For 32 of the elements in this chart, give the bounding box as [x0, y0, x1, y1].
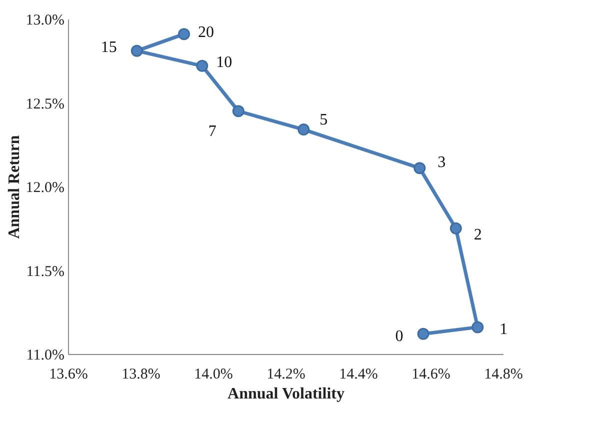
annotation: 7 — [208, 123, 216, 140]
y-tick-label: 11.0% — [26, 348, 64, 364]
y-tick-label: 11.5% — [26, 264, 64, 280]
annotation: 20 — [198, 24, 214, 42]
y-axis-title: Annual Return — [6, 135, 23, 239]
x-axis-title: Annual Volatility — [228, 386, 344, 402]
x-tick-label: 14.6% — [412, 366, 450, 382]
point — [178, 28, 190, 40]
y-tick-label: 13.0% — [26, 12, 64, 28]
point — [298, 124, 310, 136]
point — [417, 328, 430, 340]
annotation: 10 — [216, 54, 232, 71]
annotation: 3 — [438, 154, 446, 172]
annotation: 0 — [395, 328, 404, 345]
y-tick-label: 12.0% — [26, 180, 64, 196]
x-tick-label: 13.8% — [122, 366, 160, 382]
annotation: 5 — [320, 112, 328, 129]
annotation: 2 — [474, 226, 482, 244]
point — [414, 162, 426, 174]
annotation: 15 — [100, 38, 117, 56]
point — [196, 60, 208, 72]
point — [472, 321, 484, 334]
x-tick-label: 14.2% — [266, 366, 306, 382]
annotation: 1 — [500, 321, 508, 338]
x-tick-label: 14.0% — [194, 366, 233, 382]
x-tick-label: 13.6% — [49, 366, 88, 382]
point — [130, 44, 143, 57]
x-tick-label: 14.8% — [484, 366, 523, 382]
y-tick-label: 12.5% — [26, 96, 64, 112]
x-tick-label: 14.4% — [339, 366, 378, 382]
point — [450, 222, 462, 234]
point — [232, 105, 244, 118]
